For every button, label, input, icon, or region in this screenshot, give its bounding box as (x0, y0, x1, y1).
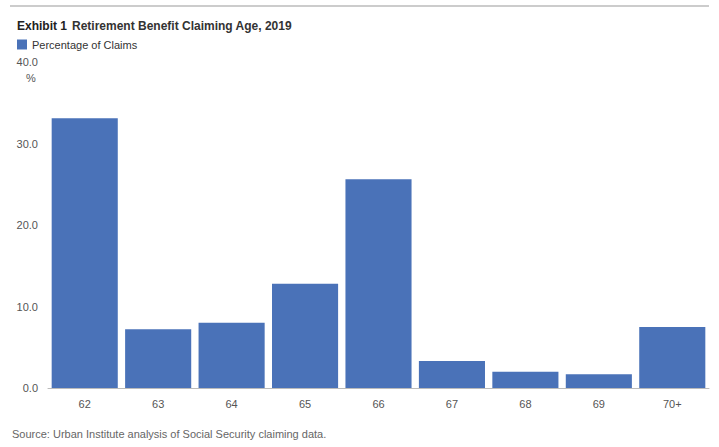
svg-text:Source: Urban Institute analys: Source: Urban Institute analysis of Soci… (12, 428, 326, 440)
svg-text:20.0: 20.0 (17, 219, 38, 231)
svg-text:Exhibit 1: Exhibit 1 (17, 19, 67, 33)
svg-text:62: 62 (79, 398, 91, 410)
svg-text:0.0: 0.0 (23, 382, 38, 394)
svg-text:68: 68 (519, 398, 531, 410)
svg-text:69: 69 (593, 398, 605, 410)
svg-text:10.0: 10.0 (17, 301, 38, 313)
svg-text:66: 66 (372, 398, 384, 410)
svg-text:67: 67 (446, 398, 458, 410)
svg-text:63: 63 (152, 398, 164, 410)
svg-text:64: 64 (225, 398, 237, 410)
svg-text:Retirement Benefit Claiming Ag: Retirement Benefit Claiming Age, 2019 (72, 19, 292, 33)
svg-text:70+: 70+ (663, 398, 682, 410)
svg-text:65: 65 (299, 398, 311, 410)
svg-text:Percentage of Claims: Percentage of Claims (32, 39, 138, 51)
svg-text:40.0: 40.0 (17, 56, 38, 68)
svg-text:30.0: 30.0 (17, 138, 38, 150)
svg-text:%: % (26, 72, 36, 84)
